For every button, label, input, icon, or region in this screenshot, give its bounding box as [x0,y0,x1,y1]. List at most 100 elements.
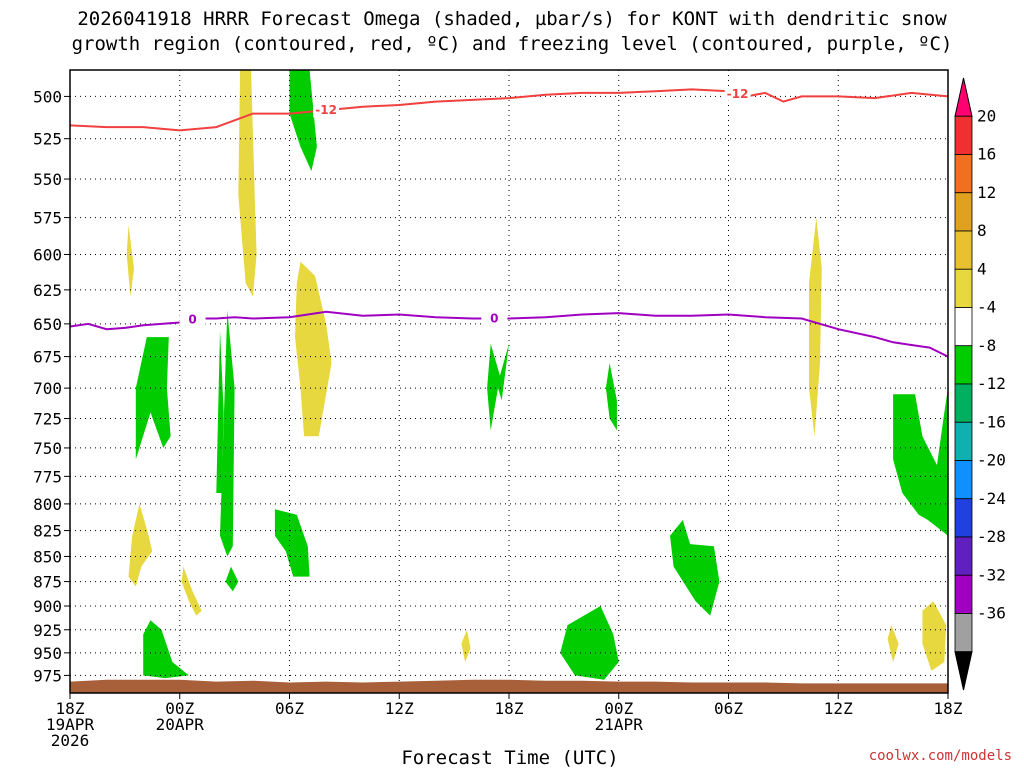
colorbar-segment [954,536,973,576]
colorbar-label: 20 [977,106,996,125]
y-tick-label: 800 [33,495,62,514]
y-tick-label: 725 [33,410,62,429]
colorbar-label: -4 [977,298,996,317]
y-tick-label: 900 [33,597,62,616]
y-tick-label: 550 [33,170,62,189]
omega-region-6 [461,629,471,662]
omega-region-10 [220,310,235,557]
omega-region-18 [560,606,619,680]
chart-title-line2: growth region (contoured, red, ºC) and f… [71,33,953,55]
chart-title-line1: 2026041918 HRRR Forecast Omega (shaded, … [77,8,947,30]
x-tick-label: 00Z [165,699,194,718]
colorbar-label: -28 [977,527,1006,546]
colorbar-segment [954,460,973,500]
y-tick-label: 875 [33,573,62,592]
omega-region-5 [181,566,202,616]
x-tick-label: 2026 [51,731,90,750]
x-axis-title: Forecast Time (UTC) [401,747,618,768]
x-tick-label: 12Z [385,699,414,718]
omega-region-9 [289,70,317,172]
y-axis: 500 525 550 575 600 625 650 675 700 725 750 775 800 8… [33,87,70,685]
colorbar-top-triangle [954,77,973,117]
colorbar-label: -16 [977,412,1006,431]
y-tick-label: 675 [33,348,62,367]
omega-region-17 [670,520,720,616]
y-tick-label: 525 [33,130,62,149]
colorbar-segment [954,383,973,423]
x-tick-label: 19APR [46,715,95,734]
colorbar-segment [954,613,973,653]
y-tick-label: 600 [33,245,62,264]
y-tick-label: 650 [33,315,62,334]
colorbar-label: -24 [977,489,1006,508]
colorbar: 20 16 12 8 4 -4 -8 -12 -16 -20 -24 -28 -32 -36 [954,77,1006,691]
y-tick-label: 500 [33,87,62,106]
terrain [70,679,948,693]
contour-line-1 [69,310,949,358]
x-tick-label: 18Z [934,699,963,718]
x-tick-label: 06Z [275,699,304,718]
omega-region-20 [893,388,948,536]
omega-region-8 [887,625,899,662]
colorbar-segment [954,192,973,232]
omega-region-16 [605,363,617,431]
contour-label: -12 [315,103,337,117]
colorbar-label: -36 [977,604,1006,623]
omega-region-14 [274,509,310,577]
omega-region-3 [809,217,822,437]
omega-region-2 [295,261,332,437]
x-tick-label: 21APR [595,715,644,734]
contour-label-bg [313,103,340,118]
x-tick-label: 20APR [156,715,205,734]
colorbar-label: -8 [977,336,996,355]
contour-label: 0 [490,312,498,326]
colorbar-segment [954,154,973,194]
colorbar-segment [954,115,973,155]
colorbar-segment [954,574,973,614]
y-tick-label: 925 [33,621,62,640]
y-tick-label: 850 [33,547,62,566]
omega-region-15 [487,343,509,431]
credit-text: coolwx.com/models [868,748,1012,764]
y-tick-label: 750 [33,439,62,458]
omega-region-12 [135,337,171,460]
colorbar-segment [954,268,973,308]
colorbar-label: -32 [977,565,1006,584]
y-tick-label: 625 [33,281,62,300]
x-tick-label: 06Z [714,699,743,718]
contour-label-bg [724,86,751,101]
colorbar-bottom-triangle [954,651,973,691]
y-tick-label: 825 [33,522,62,541]
omega-region-0 [238,70,257,297]
contour-label: 0 [188,313,196,327]
omega-region-1 [126,225,134,297]
omega-region-11 [216,330,224,493]
colorbar-label: -20 [977,451,1006,470]
x-tick-label: 00Z [604,699,633,718]
colorbar-segment [954,307,973,347]
y-tick-label: 975 [33,666,62,685]
colorbar-segment [954,345,973,385]
y-tick-label: 700 [33,379,62,398]
colorbar-label: 16 [977,145,996,164]
colorbar-segment [954,421,973,461]
colorbar-label: 8 [977,221,987,240]
contour-label-bg [179,312,206,327]
x-tick-label: 12Z [824,699,853,718]
y-tick-label: 575 [33,209,62,228]
colorbar-label: -12 [977,374,1006,393]
y-tick-label: 775 [33,467,62,486]
colorbar-segment [954,498,973,538]
x-tick-label: 18Z [495,699,524,718]
omega-region-4 [128,503,153,587]
colorbar-label: 4 [977,259,987,278]
omega-region-19 [143,620,189,679]
y-tick-label: 950 [33,644,62,663]
colorbar-segment [954,230,973,270]
plot-area: -12 -12 0 0 [69,69,949,694]
omega-region-13 [225,566,239,592]
x-tick-label: 18Z [56,699,85,718]
contour-label: -12 [727,87,749,101]
